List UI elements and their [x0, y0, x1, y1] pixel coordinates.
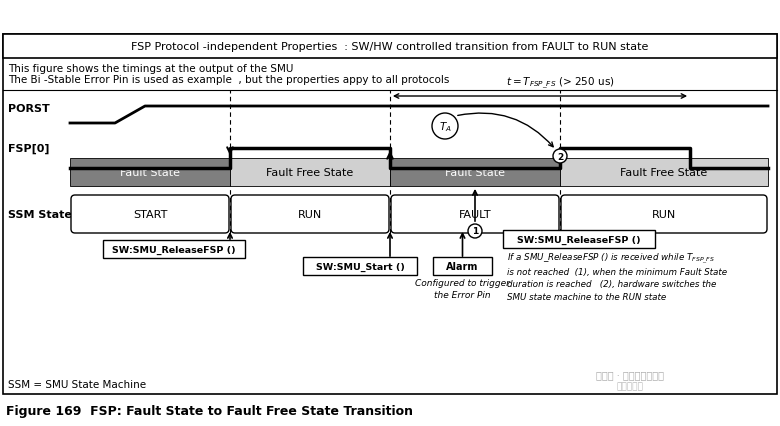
- FancyBboxPatch shape: [503, 230, 655, 248]
- Bar: [70, 158, 230, 187]
- FancyBboxPatch shape: [103, 240, 245, 259]
- FancyBboxPatch shape: [231, 196, 389, 233]
- Text: RUN: RUN: [298, 210, 322, 219]
- FancyArrowPatch shape: [458, 114, 553, 147]
- Text: duration is reached   (2), hardware switches the: duration is reached (2), hardware switch…: [507, 280, 716, 289]
- Bar: [3, 35, 777, 59]
- Text: SW:SMU_ReleaseFSP (): SW:SMU_ReleaseFSP (): [112, 245, 236, 254]
- Text: FAULT: FAULT: [459, 210, 491, 219]
- Text: START: START: [133, 210, 167, 219]
- Circle shape: [432, 114, 458, 140]
- Circle shape: [553, 150, 567, 164]
- Text: Alarm: Alarm: [446, 262, 479, 271]
- Text: SSM = SMU State Machine: SSM = SMU State Machine: [8, 379, 146, 389]
- Text: 指尖字游网: 指尖字游网: [616, 382, 644, 391]
- FancyBboxPatch shape: [391, 196, 559, 233]
- Text: Fault Free State: Fault Free State: [620, 167, 707, 178]
- Text: is not reached  (1), when the minimum Fault State: is not reached (1), when the minimum Fau…: [507, 267, 727, 276]
- Text: 公众号 · 汽车电子嵌入式: 公众号 · 汽车电子嵌入式: [596, 369, 664, 379]
- Text: FSP[0]: FSP[0]: [8, 144, 49, 154]
- Text: the Error Pin: the Error Pin: [434, 291, 491, 300]
- Text: This figure shows the timings at the output of the SMU: This figure shows the timings at the out…: [8, 64, 293, 74]
- Text: RUN: RUN: [652, 210, 676, 219]
- Bar: [390, 158, 560, 187]
- Text: SMU state machine to the RUN state: SMU state machine to the RUN state: [507, 293, 666, 302]
- Text: PORST: PORST: [8, 104, 50, 114]
- Text: $T_A$: $T_A$: [438, 120, 452, 134]
- Bar: [3, 35, 777, 394]
- Text: Configured to trigger: Configured to trigger: [415, 279, 510, 288]
- Text: 1: 1: [472, 227, 478, 236]
- Text: Fault State: Fault State: [445, 167, 505, 178]
- FancyBboxPatch shape: [561, 196, 767, 233]
- Bar: [230, 158, 390, 187]
- Text: SW:SMU_Start (): SW:SMU_Start (): [316, 262, 405, 271]
- Text: Fault Free State: Fault Free State: [267, 167, 353, 178]
- Text: Fault State: Fault State: [120, 167, 180, 178]
- FancyBboxPatch shape: [433, 257, 492, 275]
- Bar: [560, 158, 768, 187]
- FancyBboxPatch shape: [303, 257, 417, 275]
- Text: 2: 2: [557, 152, 563, 161]
- Text: FSP Protocol -independent Properties  : SW/HW controlled transition from FAULT t: FSP Protocol -independent Properties : S…: [131, 42, 649, 52]
- Text: $t = T_{FSP\_FS}$ (> 250 us): $t = T_{FSP\_FS}$ (> 250 us): [505, 76, 615, 91]
- Text: SSM State: SSM State: [8, 210, 72, 219]
- Text: If a SMU_ReleaseFSP () is received while $T_{FSP\_FS}$: If a SMU_ReleaseFSP () is received while…: [507, 251, 715, 266]
- Text: The Bi -Stable Error Pin is used as example  , but the properties appy to all pr: The Bi -Stable Error Pin is used as exam…: [8, 75, 449, 85]
- Text: SW:SMU_ReleaseFSP (): SW:SMU_ReleaseFSP (): [517, 235, 641, 244]
- FancyBboxPatch shape: [71, 196, 229, 233]
- Text: Figure 169  FSP: Fault State to Fault Free State Transition: Figure 169 FSP: Fault State to Fault Fre…: [6, 405, 413, 417]
- Circle shape: [468, 225, 482, 239]
